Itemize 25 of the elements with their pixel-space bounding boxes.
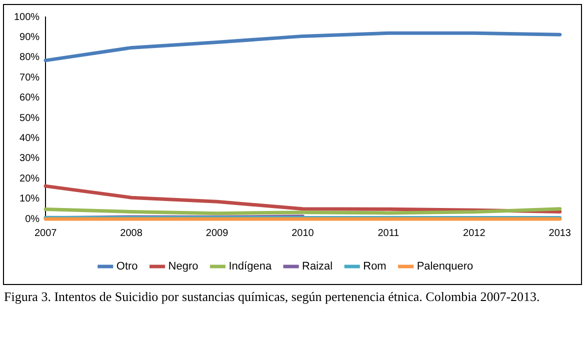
x-tick-label: 2013 <box>548 228 572 239</box>
y-tick-label: 40% <box>20 132 40 144</box>
legend-label: Indígena <box>228 260 272 273</box>
y-tick-label: 0% <box>25 214 40 225</box>
y-tick-label: 70% <box>20 72 40 84</box>
x-tick-label: 2007 <box>34 228 58 239</box>
x-tick-label: 2010 <box>292 228 314 239</box>
x-tick-label: 2012 <box>463 228 486 239</box>
y-tick-label: 80% <box>20 52 40 64</box>
x-tick-label: 2008 <box>120 228 143 239</box>
legend-label: Palenquero <box>416 260 474 273</box>
y-tick-label: 50% <box>20 112 40 124</box>
x-tick-label: 2009 <box>206 228 229 239</box>
y-tick-label: 30% <box>20 153 40 164</box>
y-tick-label: 20% <box>20 173 40 184</box>
y-tick-label: 10% <box>20 194 40 205</box>
x-tick-label: 2011 <box>378 228 400 239</box>
legend-label: Rom <box>363 260 386 273</box>
text: Figura 3. Intentos de Suicidio por sustancias químicas, según pertenencia étnica. Colombia 2007-2013. <box>3 288 541 306</box>
y-tick-label: 90% <box>20 32 40 43</box>
legend-label: Raizal <box>302 260 333 273</box>
y-tick-label: 100% <box>14 12 40 23</box>
legend-label: Otro <box>116 260 138 273</box>
y-tick-label: 60% <box>20 92 40 104</box>
legend-label: Negro <box>168 260 198 273</box>
